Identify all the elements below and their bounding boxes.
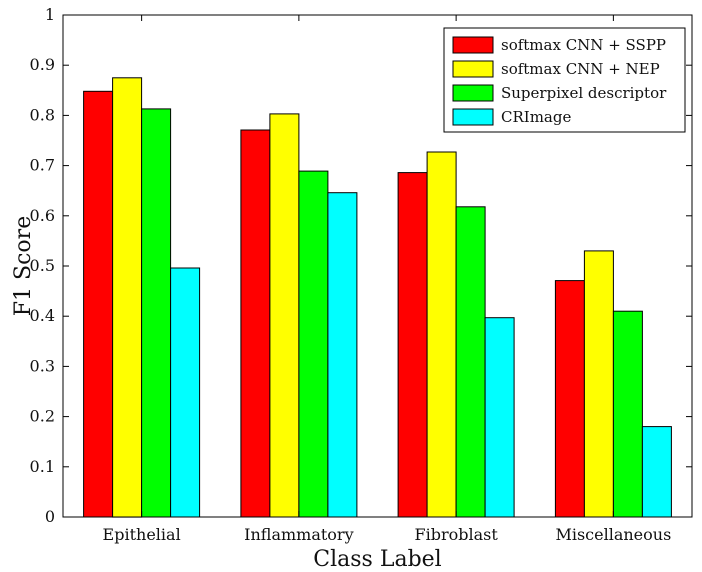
bars-layer xyxy=(83,77,672,518)
y-tick-label: 1 xyxy=(45,5,55,24)
bar-3-2 xyxy=(612,310,643,518)
bar-0-0 xyxy=(83,90,114,518)
x-tick-label: Fibroblast xyxy=(414,525,498,544)
y-tick-label: 0.2 xyxy=(30,407,55,426)
y-tick-label: 0.6 xyxy=(30,206,55,225)
legend-label: Superpixel descriptor xyxy=(501,84,667,102)
legend-swatch xyxy=(452,84,494,102)
bar-3-0 xyxy=(554,280,585,518)
y-tick-label: 0.3 xyxy=(30,356,55,375)
y-tick-label: 0.8 xyxy=(30,105,55,124)
bar-2-0 xyxy=(397,172,428,518)
x-tick-label: Miscellaneous xyxy=(555,525,671,544)
legend: softmax CNN + SSPP softmax CNN + NEP Super… xyxy=(443,27,686,133)
y-axis-title: F1 Score xyxy=(11,216,36,316)
bar-1-1 xyxy=(269,113,300,518)
legend-label: CRImage xyxy=(501,108,571,126)
bar-0-1 xyxy=(112,77,143,518)
y-tick-label: 0.5 xyxy=(30,256,55,275)
x-axis-title: Class Label xyxy=(313,547,441,572)
y-tick-label: 0.9 xyxy=(30,55,55,74)
bar-0-3 xyxy=(170,267,201,518)
bar-1-3 xyxy=(327,192,358,518)
bar-1-2 xyxy=(298,170,329,518)
legend-label: softmax CNN + SSPP xyxy=(501,36,666,54)
legend-swatch xyxy=(452,36,494,54)
x-tick-label: Epithelial xyxy=(103,525,181,544)
y-tick-label: 0.1 xyxy=(30,457,55,476)
y-tick-label: 0.4 xyxy=(30,306,55,325)
legend-swatch xyxy=(452,108,494,126)
ticks-layer: 0 0.1 0.2 0.3 0.4 0.5 0.6 0.7 0.8 0.9 1 Epithelial I… xyxy=(30,5,692,544)
x-tick-label: Inflammatory xyxy=(244,525,353,544)
y-tick-label: 0 xyxy=(45,507,55,526)
bar-2-3 xyxy=(484,317,515,518)
bar-3-1 xyxy=(583,250,614,518)
y-tick-label: 0.7 xyxy=(30,156,55,175)
bar-2-2 xyxy=(455,206,486,518)
bar-2-1 xyxy=(426,151,457,518)
bar-0-2 xyxy=(141,108,172,518)
bar-3-3 xyxy=(641,426,672,518)
bar-1-0 xyxy=(240,129,271,518)
legend-swatch xyxy=(452,60,494,78)
legend-label: softmax CNN + NEP xyxy=(501,60,660,78)
